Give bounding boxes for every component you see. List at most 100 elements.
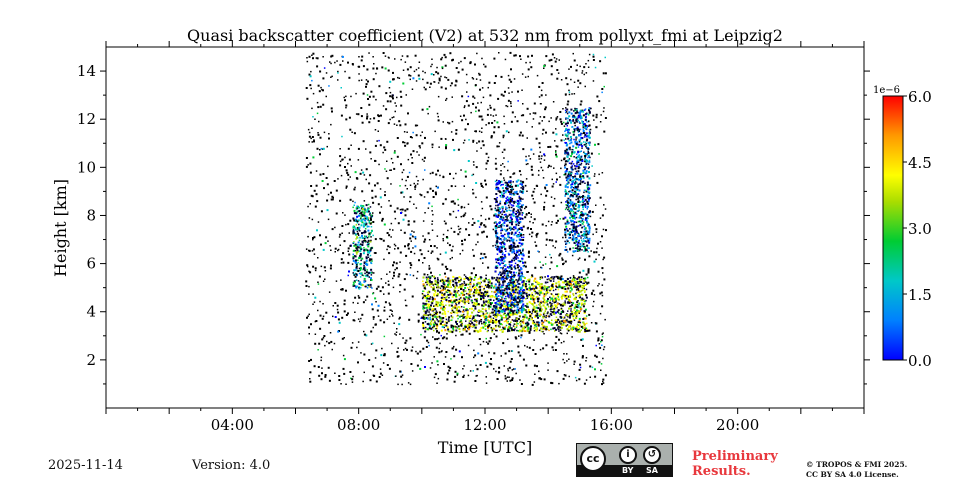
data-pixel — [539, 151, 542, 153]
data-pixel — [422, 293, 424, 296]
data-pixel — [489, 312, 491, 314]
data-pixel — [495, 313, 497, 315]
data-pixel — [528, 283, 530, 286]
data-pixel — [570, 287, 573, 290]
data-pixel — [550, 303, 552, 305]
data-pixel — [414, 245, 417, 248]
data-pixel — [580, 178, 582, 180]
data-pixel — [455, 129, 458, 132]
data-pixel — [559, 276, 562, 279]
data-pixel — [362, 274, 365, 277]
data-pixel — [572, 237, 575, 240]
data-pixel — [584, 126, 586, 128]
data-pixel — [488, 299, 490, 301]
data-pixel — [581, 278, 583, 281]
data-pixel — [442, 309, 444, 311]
data-pixel — [509, 304, 512, 307]
data-pixel — [356, 177, 359, 180]
data-pixel — [545, 291, 547, 294]
data-pixel — [510, 268, 513, 270]
data-pixel — [362, 226, 365, 228]
data-pixel — [528, 331, 531, 334]
data-pixel — [588, 124, 591, 127]
data-pixel — [552, 300, 554, 302]
data-pixel — [564, 233, 567, 236]
data-pixel — [534, 277, 537, 280]
data-pixel — [546, 292, 548, 295]
data-pixel — [494, 209, 497, 211]
data-pixel — [354, 275, 357, 278]
data-pixel — [515, 326, 518, 329]
data-pixel — [508, 78, 511, 81]
data-pixel — [573, 279, 576, 281]
data-pixel — [447, 365, 450, 368]
data-pixel — [569, 325, 572, 328]
data-pixel — [573, 319, 576, 321]
data-pixel — [587, 247, 589, 249]
data-pixel — [573, 93, 576, 95]
data-pixel — [501, 284, 503, 286]
data-pixel — [444, 285, 447, 288]
data-pixel — [457, 317, 459, 320]
data-pixel — [455, 302, 457, 305]
data-pixel — [521, 307, 523, 310]
data-pixel — [331, 110, 333, 113]
data-pixel — [527, 330, 529, 332]
data-pixel — [422, 276, 425, 279]
data-pixel — [567, 131, 570, 134]
data-pixel — [573, 360, 576, 363]
data-pixel — [568, 173, 571, 176]
data-pixel — [585, 315, 588, 317]
data-pixel — [443, 307, 446, 310]
data-pixel — [514, 262, 517, 265]
data-pixel — [363, 277, 366, 280]
data-pixel — [511, 275, 513, 278]
data-pixel — [535, 234, 538, 237]
data-pixel — [460, 286, 463, 289]
data-pixel — [362, 140, 365, 143]
data-pixel — [467, 328, 470, 331]
data-pixel — [595, 204, 597, 206]
data-pixel — [495, 188, 498, 191]
data-pixel — [455, 348, 458, 351]
data-pixel — [444, 276, 447, 278]
data-pixel — [515, 180, 518, 183]
data-pixel — [577, 86, 579, 88]
data-pixel — [464, 327, 466, 329]
data-pixel — [552, 285, 554, 288]
data-pixel — [543, 116, 546, 119]
data-pixel — [355, 238, 357, 240]
data-pixel — [575, 292, 577, 295]
data-pixel — [588, 109, 590, 112]
data-pixel — [516, 193, 519, 195]
data-pixel — [522, 261, 524, 264]
data-pixel — [585, 172, 588, 174]
data-pixel — [535, 304, 538, 307]
data-pixel — [588, 227, 591, 230]
data-pixel — [598, 100, 601, 103]
data-pixel — [555, 181, 557, 183]
data-pixel — [508, 304, 510, 306]
data-pixel — [447, 281, 450, 284]
data-pixel — [457, 209, 460, 212]
data-pixel — [555, 300, 557, 302]
data-pixel — [498, 325, 501, 328]
data-pixel — [520, 267, 522, 269]
data-pixel — [573, 312, 576, 314]
data-pixel — [587, 239, 590, 242]
data-pixel — [539, 348, 542, 351]
data-pixel — [561, 281, 564, 284]
data-pixel — [518, 330, 521, 333]
data-pixel — [569, 201, 572, 204]
data-pixel — [582, 126, 584, 128]
data-pixel — [414, 188, 416, 190]
data-pixel — [357, 302, 359, 304]
data-pixel — [577, 241, 579, 243]
data-pixel — [372, 67, 375, 70]
data-pixel — [427, 323, 430, 326]
data-pixel — [561, 258, 564, 261]
data-pixel — [578, 368, 581, 371]
data-pixel — [465, 317, 468, 320]
data-pixel — [526, 288, 529, 291]
data-pixel — [578, 141, 581, 143]
